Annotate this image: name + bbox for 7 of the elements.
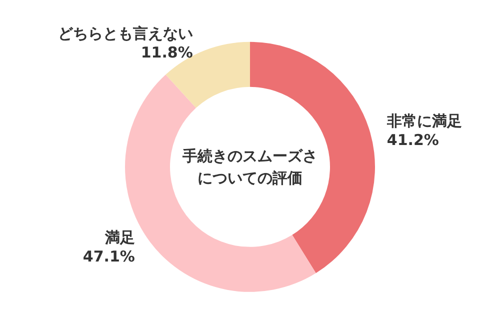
data-label: 41.2%	[386, 130, 439, 149]
slice-label: どちらとも言えない	[58, 24, 193, 42]
text: 手続きのスムーズさについての評価	[182, 147, 318, 187]
slice-label: 満足	[104, 228, 135, 247]
data-label: 11.8%	[140, 43, 193, 62]
slice-label: 非常に満足	[386, 112, 462, 130]
data-label: 47.1%	[82, 248, 135, 266]
